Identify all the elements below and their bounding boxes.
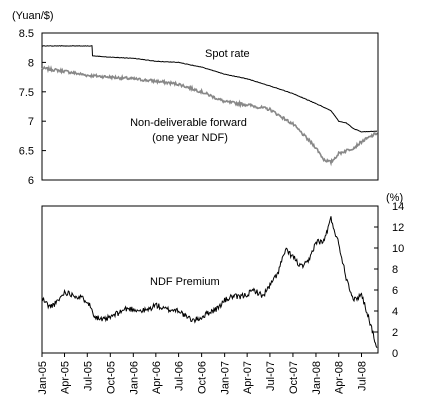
x-tick-label: Jul-08 <box>356 361 368 391</box>
x-tick-label: Oct-07 <box>288 361 300 394</box>
top-y-tick-label: 6 <box>28 175 34 187</box>
series-line-ndf <box>41 64 378 167</box>
x-tick-label: Apr-05 <box>60 361 72 394</box>
series-line-premium <box>41 216 378 349</box>
x-tick-label: Apr-08 <box>334 361 346 394</box>
x-tick-label: Apr-06 <box>151 361 163 394</box>
x-tick-label: Jan-05 <box>37 361 49 395</box>
x-tick-label: Jul-06 <box>174 361 186 391</box>
bottom-y-tick-label: 8 <box>392 264 398 276</box>
bottom-y-tick-label: 4 <box>392 306 398 318</box>
top-series-group <box>41 45 378 167</box>
x-tick-label: Oct-05 <box>105 361 117 394</box>
spot-rate-label: Spot rate <box>205 48 250 60</box>
bottom-y-tick-label: 14 <box>392 201 404 213</box>
bottom-panel: (%) 14 12 10 8 6 4 2 0 Jan-05 Apr-05 Jul-05 Oct-05… <box>37 192 404 395</box>
x-tick-label: Apr-07 <box>242 361 254 394</box>
top-y-axis: 8.5 8 7.5 7 6.5 6 <box>19 28 46 187</box>
ndf-premium-label: NDF Premium <box>150 276 220 288</box>
x-tick-label: Jul-07 <box>265 361 277 391</box>
bottom-y-tick-label: 2 <box>392 327 398 339</box>
bottom-series-group <box>41 216 378 349</box>
x-tick-label: Jan-08 <box>311 361 323 395</box>
top-plot-frame <box>41 32 379 181</box>
top-y-unit-label: (Yuan/$) <box>12 10 54 22</box>
bottom-y-axis: 14 12 10 8 6 4 2 0 <box>374 201 404 360</box>
ndf-label: Non-deliverable forward (one year NDF) <box>130 117 250 144</box>
ndf-label-line-1: Non-deliverable forward <box>130 117 247 129</box>
series-line-spot <box>41 45 378 133</box>
ndf-label-line-2: (one year NDF) <box>152 132 228 144</box>
bottom-y-unit-label: (%) <box>386 192 403 204</box>
top-y-tick-label: 8 <box>28 57 34 69</box>
top-panel: (Yuan/$) 8.5 8 7.5 7 6.5 6 Spot rate Non-deli… <box>12 10 379 187</box>
top-y-tick-label: 7.5 <box>19 87 34 99</box>
x-tick-label: Jan-07 <box>220 361 232 395</box>
bottom-y-tick-label: 12 <box>392 222 404 234</box>
x-tick-label: Jan-06 <box>128 361 140 395</box>
x-axis: Jan-05 Apr-05 Jul-05 Oct-05 Jan-06 Apr-06 Jul-… <box>37 353 368 395</box>
x-tick-label: Jul-05 <box>82 361 94 391</box>
top-y-tick-label: 7 <box>28 116 34 128</box>
top-y-tick-label: 6.5 <box>19 146 34 158</box>
x-tick-label: Oct-06 <box>197 361 209 394</box>
bottom-y-tick-label: 0 <box>392 348 398 360</box>
bottom-y-tick-label: 6 <box>392 285 398 297</box>
top-y-tick-label: 8.5 <box>19 28 34 40</box>
bottom-y-tick-label: 10 <box>392 243 404 255</box>
bottom-plot-frame <box>41 205 379 354</box>
